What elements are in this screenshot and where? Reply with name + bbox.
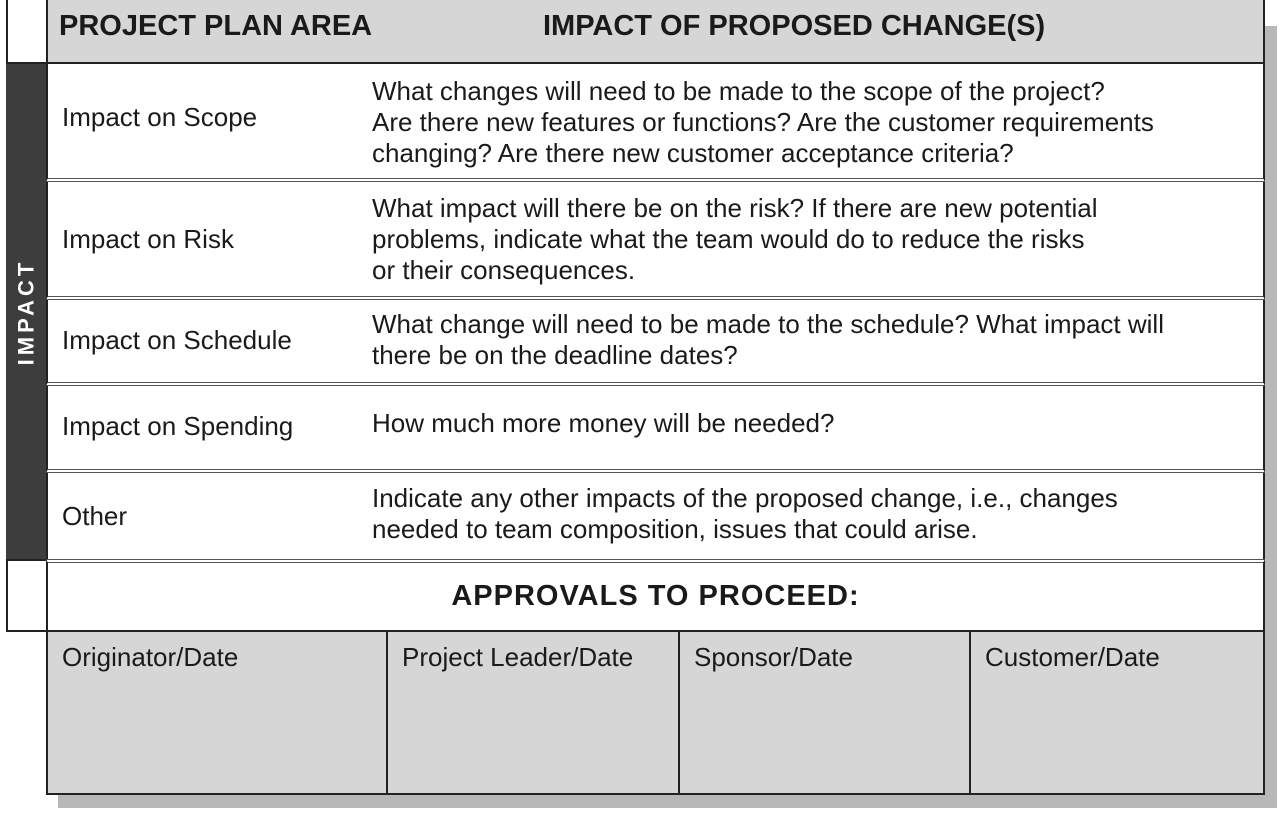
row-impact-risk: Impact on Risk What impact will there be… (46, 182, 1265, 300)
header-project-plan-area: PROJECT PLAN AREA (59, 10, 373, 42)
signature-label: Originator/Date (62, 642, 239, 672)
desc-line: Are there new features or functions? Are… (372, 107, 1154, 137)
desc-line: What change will need to be made to the … (372, 309, 1164, 339)
row-description: What impact will there be on the risk? I… (372, 193, 1097, 286)
signature-box-sponsor[interactable]: Sponsor/Date (680, 632, 971, 793)
desc-line: changing? Are there new customer accepta… (372, 138, 1014, 168)
desc-line: What changes will need to be made to the… (372, 76, 1105, 106)
desc-line: Indicate any other impacts of the propos… (372, 483, 1118, 513)
impact-rail-label: IMPACT (13, 258, 39, 365)
desc-line: How much more money will be needed? (372, 408, 835, 438)
signature-row: Originator/Date Project Leader/Date Spon… (46, 632, 1265, 795)
row-area-label: Impact on Schedule (62, 325, 292, 355)
form-header (46, 0, 1265, 64)
row-impact-other: Other Indicate any other impacts of the … (46, 473, 1265, 559)
row-impact-scope: Impact on Scope What changes will need t… (46, 64, 1265, 182)
row-impact-schedule: Impact on Schedule What change will need… (46, 300, 1265, 386)
rail-bottom-cell (6, 559, 46, 632)
row-impact-spending: Impact on Spending How much more money w… (46, 386, 1265, 473)
desc-line: needed to team composition, issues that … (372, 514, 978, 544)
rail-top-cell (6, 0, 46, 64)
signature-label: Customer/Date (985, 642, 1160, 672)
row-description: Indicate any other impacts of the propos… (372, 483, 1118, 545)
header-impact-of-change: IMPACT OF PROPOSED CHANGE(S) (543, 10, 1046, 42)
signature-box-customer[interactable]: Customer/Date (971, 632, 1263, 793)
signature-box-originator[interactable]: Originator/Date (48, 632, 388, 793)
row-description: What changes will need to be made to the… (372, 76, 1154, 169)
impact-rail (6, 64, 46, 559)
row-area-label: Impact on Risk (62, 224, 234, 254)
row-area-label: Impact on Scope (62, 102, 258, 132)
desc-line: problems, indicate what the team would d… (372, 224, 1085, 254)
impact-rail-label-wrap: IMPACT (6, 64, 46, 559)
desc-line: or their consequences. (372, 255, 636, 285)
desc-line: there be on the deadline dates? (372, 340, 738, 370)
signature-label: Sponsor/Date (694, 642, 853, 672)
approvals-title: APPROVALS TO PROCEED: (451, 580, 860, 612)
row-area-label: Other (62, 501, 128, 531)
desc-line: What impact will there be on the risk? I… (372, 193, 1098, 223)
row-area-label: Impact on Spending (62, 411, 294, 441)
row-description: How much more money will be needed? (372, 408, 834, 439)
signature-label: Project Leader/Date (402, 642, 634, 672)
row-description: What change will need to be made to the … (372, 309, 1164, 371)
approvals-heading-row: APPROVALS TO PROCEED: (46, 559, 1265, 632)
signature-box-project-leader[interactable]: Project Leader/Date (388, 632, 680, 793)
